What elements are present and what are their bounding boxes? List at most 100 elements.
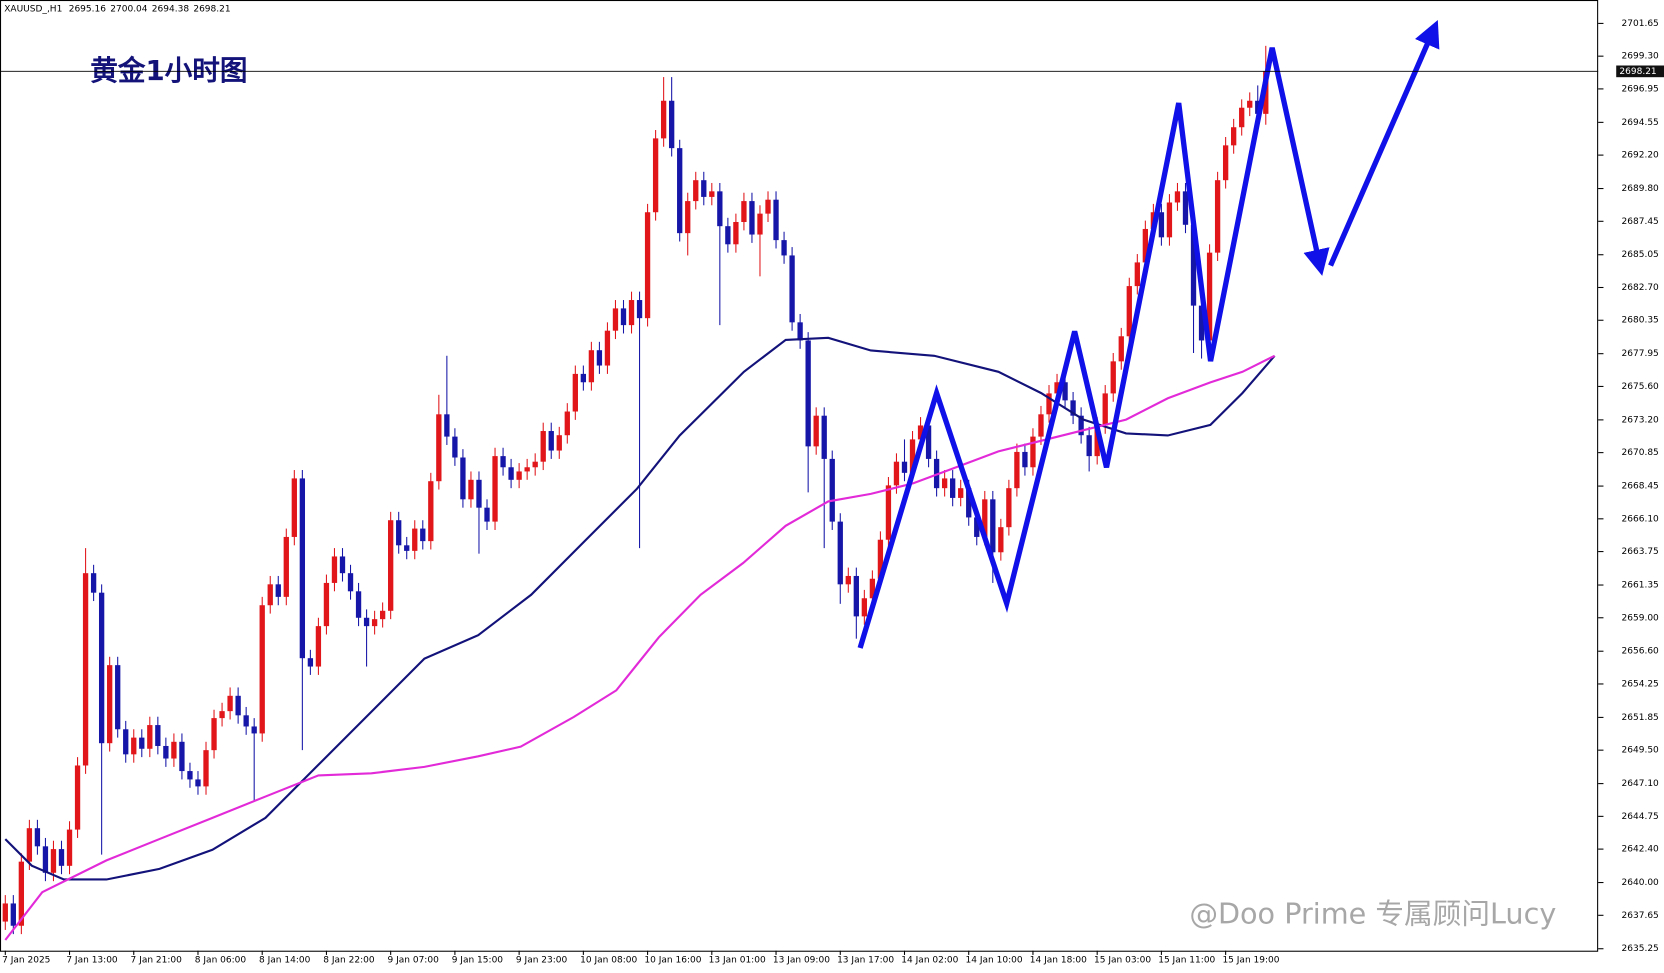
candle-body	[628, 300, 635, 326]
chart-title: 黄金1小时图	[90, 54, 247, 87]
candle-body	[259, 605, 265, 734]
y-tick-label: 2673.20	[1622, 415, 1660, 425]
candle-body	[1247, 100, 1253, 108]
candle-body	[179, 741, 185, 772]
candle-body	[139, 737, 145, 749]
y-tick-label: 2696.95	[1622, 84, 1659, 94]
candle-body	[1182, 191, 1189, 225]
candle-body	[829, 458, 835, 522]
y-tick-label: 2677.95	[1622, 349, 1659, 359]
y-tick-label: 2644.75	[1622, 812, 1659, 822]
candle-body	[339, 556, 346, 574]
axes: 2701.65 2699.30 2696.95 2694.55 2692.20 2689.…	[0, 19, 1664, 966]
candle-body	[1222, 145, 1229, 181]
candle-body	[211, 718, 217, 751]
candle-body	[516, 471, 522, 480]
candle-body	[901, 461, 908, 473]
candle-body	[500, 456, 506, 468]
candle-body	[532, 461, 538, 468]
y-tick-label: 2647.10	[1622, 779, 1660, 789]
candle-body	[251, 726, 257, 734]
x-tick-label: 9 Jan 07:00	[387, 956, 439, 966]
candle-body	[1078, 415, 1084, 436]
candle-body	[773, 199, 779, 241]
candle-body	[781, 240, 787, 256]
candle-body	[275, 584, 281, 597]
x-tick-label: 10 Jan 16:00	[644, 956, 701, 966]
candle-body	[709, 191, 715, 197]
y-tick-label: 2635.25	[1622, 944, 1659, 954]
y-tick-label: 2687.45	[1622, 217, 1659, 227]
candle-body	[115, 665, 121, 730]
y-tick-label: 2649.50	[1622, 746, 1660, 756]
candle-body	[508, 467, 514, 480]
candle-body	[307, 658, 314, 667]
y-tick-label: 2663.75	[1622, 547, 1659, 557]
candle-body	[355, 591, 362, 618]
candle-body	[388, 520, 394, 611]
x-tick-label: 15 Jan 19:00	[1222, 956, 1279, 966]
candle-body	[26, 828, 33, 862]
x-tick-label: 8 Jan 14:00	[259, 956, 311, 966]
y-tick-label: 2637.65	[1622, 911, 1659, 921]
candle-body	[733, 221, 739, 245]
candle-body	[315, 626, 322, 667]
y-tick-label: 2659.00	[1622, 613, 1660, 623]
candle-body	[821, 415, 827, 459]
plot-frame	[0, 0, 1599, 952]
candle-body	[1239, 107, 1245, 128]
candle-body	[660, 100, 667, 139]
candle-body	[436, 414, 442, 482]
candle-body	[1062, 382, 1068, 401]
candle-body	[412, 528, 418, 551]
candle-body	[1006, 488, 1012, 528]
candle-body	[58, 849, 65, 866]
candle-body	[1054, 382, 1060, 394]
candle-body	[1038, 414, 1044, 437]
candle-body	[1046, 393, 1052, 415]
candle-body	[877, 539, 884, 579]
candle-body	[757, 213, 763, 235]
x-tick-label: 9 Jan 15:00	[452, 956, 504, 966]
candle-body	[1126, 286, 1132, 337]
candle-body	[1022, 451, 1028, 468]
y-tick-label: 2699.30	[1622, 52, 1660, 62]
y-tick-label: 2670.85	[1622, 448, 1659, 458]
y-tick-label: 2694.55	[1622, 118, 1659, 128]
candle-body	[396, 520, 402, 546]
y-tick-label: 2675.60	[1622, 382, 1660, 392]
y-tick-label: 2654.25	[1622, 679, 1659, 689]
candle-body	[893, 461, 900, 486]
candle-body	[50, 849, 57, 873]
candle-body	[18, 861, 25, 926]
candle-body	[195, 779, 201, 787]
x-tick-label: 7 Jan 2025	[2, 956, 50, 966]
candle-body	[323, 582, 330, 627]
candle-body	[404, 545, 410, 551]
candle-body	[492, 456, 498, 522]
candle-body	[187, 771, 193, 780]
candle-body	[131, 737, 137, 755]
candle-body	[941, 478, 948, 489]
x-tick-label: 9 Jan 23:00	[516, 956, 568, 966]
candle-body	[1030, 436, 1036, 468]
candle-body	[869, 578, 876, 599]
candle-body	[1214, 180, 1221, 253]
candle-body	[1014, 451, 1020, 489]
candle-body	[203, 750, 209, 787]
candle-body	[845, 575, 851, 585]
candle-body	[982, 499, 988, 537]
candle-body	[243, 715, 249, 727]
candle-body	[974, 517, 980, 537]
annotation-arrow	[1328, 20, 1440, 267]
y-tick-label: 2701.65	[1622, 19, 1659, 29]
y-tick-label: 2642.40	[1622, 845, 1660, 855]
candle-body	[765, 199, 771, 214]
candle-body	[363, 617, 370, 627]
candle-body	[371, 619, 378, 627]
candle-body	[267, 584, 273, 606]
candle-body	[909, 439, 916, 473]
candle-body	[636, 300, 643, 319]
candle-body	[1166, 202, 1173, 238]
